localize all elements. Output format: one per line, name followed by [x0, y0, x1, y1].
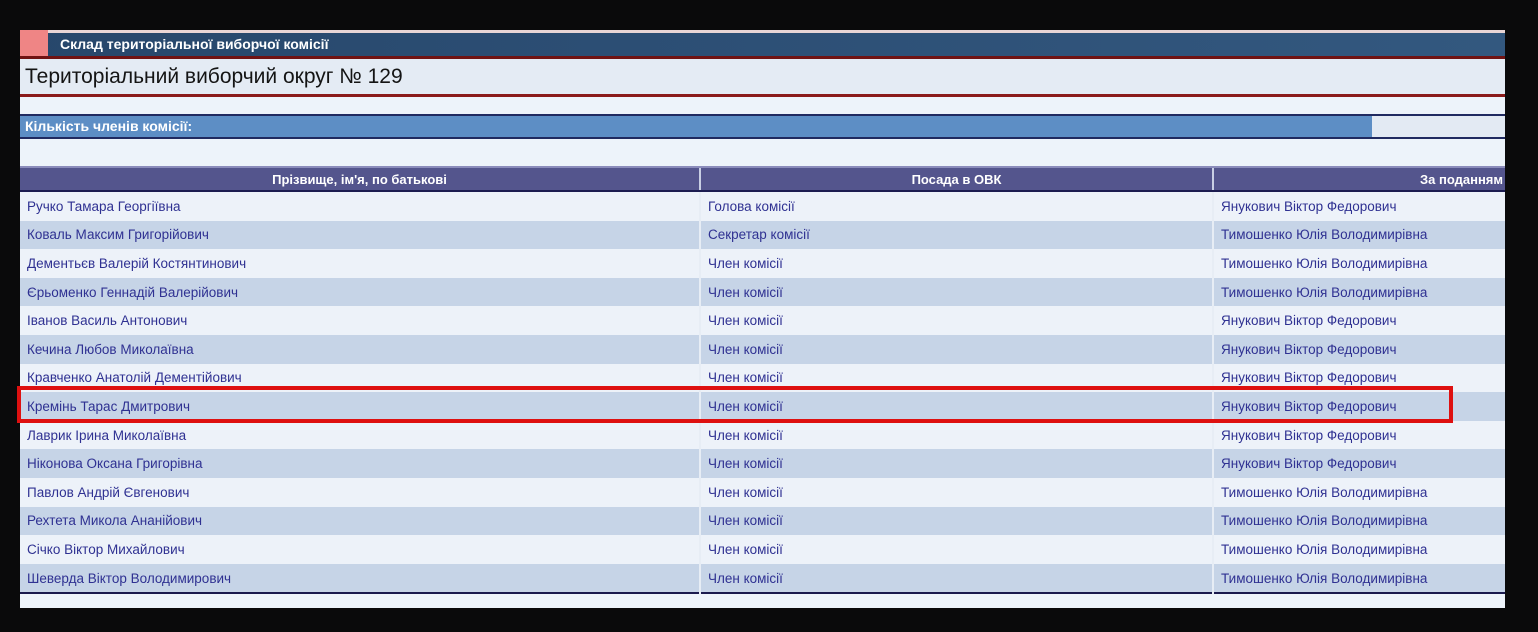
cell-position: Член комісії: [699, 449, 1213, 478]
cell-nominated-by: Янукович Віктор Федорович: [1212, 392, 1505, 421]
cell-position: Член комісії: [699, 420, 1213, 450]
table-row: Єрьоменко Геннадій Валерійович Член коміс…: [20, 277, 1505, 307]
cell-position: Член комісії: [699, 392, 1213, 421]
members-count-label: Кількість членів комісії:: [20, 116, 1372, 137]
cell-name: Ручко Тамара Георгіївна: [20, 191, 700, 221]
table-row: Кравченко Анатолій Дементійович Член комі…: [20, 363, 1505, 393]
cell-nominated-by: Янукович Віктор Федорович: [1212, 191, 1505, 221]
cell-nominated-by: Тимошенко Юлія Володимирівна: [1212, 249, 1505, 278]
cell-name: Іванов Василь Антонович: [20, 306, 700, 335]
cell-nominated-by: Янукович Віктор Федорович: [1212, 334, 1505, 364]
column-header-nominated-by: За поданням: [1212, 166, 1505, 192]
members-count-value-area: [1372, 116, 1505, 137]
cell-name: Шеверда Віктор Володимирович: [20, 563, 700, 594]
cell-nominated-by: Тимошенко Юлія Володимирівна: [1212, 220, 1505, 250]
page: Склад територіальної виборчої комісії Те…: [20, 30, 1505, 608]
cell-position: Член комісії: [699, 363, 1213, 393]
table-row: Січко Віктор Михайлович Член комісії Тимош…: [20, 535, 1505, 564]
cell-nominated-by: Тимошенко Юлія Володимирівна: [1212, 563, 1505, 594]
cell-nominated-by: Тимошенко Юлія Володимирівна: [1212, 535, 1505, 564]
spacer: [20, 97, 1505, 114]
cell-nominated-by: Янукович Віктор Федорович: [1212, 420, 1505, 450]
cell-position: Член комісії: [699, 306, 1213, 335]
section-header-bar: Склад територіальної виборчої комісії: [20, 30, 1505, 59]
cell-name: Павлов Андрій Євгенович: [20, 477, 700, 507]
table-row: Шеверда Віктор Володимирович Член комісії…: [20, 563, 1505, 594]
table-row: Дементьєв Валерій Костянтинович Член комі…: [20, 249, 1505, 278]
cell-name: Лаврик Ірина Миколаївна: [20, 420, 700, 450]
column-header-position: Посада в ОВК: [699, 166, 1213, 192]
cell-name: Коваль Максим Григорійович: [20, 220, 700, 250]
table-row: Коваль Максим Григорійович Секретар коміс…: [20, 220, 1505, 250]
cell-position: Член комісії: [699, 563, 1213, 594]
table-row: Павлов Андрій Євгенович Член комісії Тимош…: [20, 477, 1505, 507]
table-row: Кечина Любов Миколаївна Член комісії Януко…: [20, 334, 1505, 364]
table-row: Ручко Тамара Георгіївна Голова комісії Яну…: [20, 191, 1505, 221]
cell-name: Січко Віктор Михайлович: [20, 535, 700, 564]
table-row: Ніконова Оксана Григорівна Член комісії Ян…: [20, 449, 1505, 478]
district-title: Територіальний виборчий округ № 129: [20, 59, 1505, 97]
cell-position: Член комісії: [699, 506, 1213, 536]
cell-position: Член комісії: [699, 334, 1213, 364]
spacer: [20, 139, 1505, 166]
spacer: [20, 594, 1505, 608]
cell-name: Дементьєв Валерій Костянтинович: [20, 249, 700, 278]
cell-nominated-by: Янукович Віктор Федорович: [1212, 449, 1505, 478]
section-title: Склад територіальної виборчої комісії: [60, 36, 329, 52]
header-row: Прізвище, ім'я, по батькові Посада в ОВК…: [20, 166, 1505, 192]
cell-nominated-by: Тимошенко Юлія Володимирівна: [1212, 477, 1505, 507]
table-row-highlighted: Кремінь Тарас Дмитрович Член комісії Януко…: [20, 392, 1505, 421]
cell-position: Член комісії: [699, 249, 1213, 278]
cell-name: Рехтета Микола Ананійович: [20, 506, 700, 536]
cell-name: Ніконова Оксана Григорівна: [20, 449, 700, 478]
cell-position: Член комісії: [699, 277, 1213, 307]
cell-position: Член комісії: [699, 535, 1213, 564]
commission-table: Прізвище, ім'я, по батькові Посада в ОВК…: [20, 166, 1505, 595]
cell-position: Секретар комісії: [699, 220, 1213, 250]
cell-name: Кравченко Анатолій Дементійович: [20, 363, 700, 393]
table-row: Лаврик Ірина Миколаївна Член комісії Януко…: [20, 420, 1505, 450]
commission-table-body: Ручко Тамара Георгіївна Голова комісії Яну…: [20, 191, 1505, 594]
table-row: Іванов Василь Антонович Член комісії Януко…: [20, 306, 1505, 335]
cell-position: Член комісії: [699, 477, 1213, 507]
cell-name: Кечина Любов Миколаївна: [20, 334, 700, 364]
cell-nominated-by: Янукович Віктор Федорович: [1212, 363, 1505, 393]
column-header-name: Прізвище, ім'я, по батькові: [20, 166, 700, 192]
members-count-bar: Кількість членів комісії:: [20, 114, 1505, 139]
cell-nominated-by: Янукович Віктор Федорович: [1212, 306, 1505, 335]
cell-position: Голова комісії: [699, 191, 1213, 221]
cell-name: Кремінь Тарас Дмитрович: [20, 392, 700, 421]
commission-table-header: Прізвище, ім'я, по батькові Посада в ОВК…: [20, 166, 1505, 192]
salmon-accent-block: [20, 30, 48, 56]
cell-nominated-by: Тимошенко Юлія Володимирівна: [1212, 277, 1505, 307]
cell-name: Єрьоменко Геннадій Валерійович: [20, 277, 700, 307]
table-row: Рехтета Микола Ананійович Член комісії Тим…: [20, 506, 1505, 536]
cell-nominated-by: Тимошенко Юлія Володимирівна: [1212, 506, 1505, 536]
